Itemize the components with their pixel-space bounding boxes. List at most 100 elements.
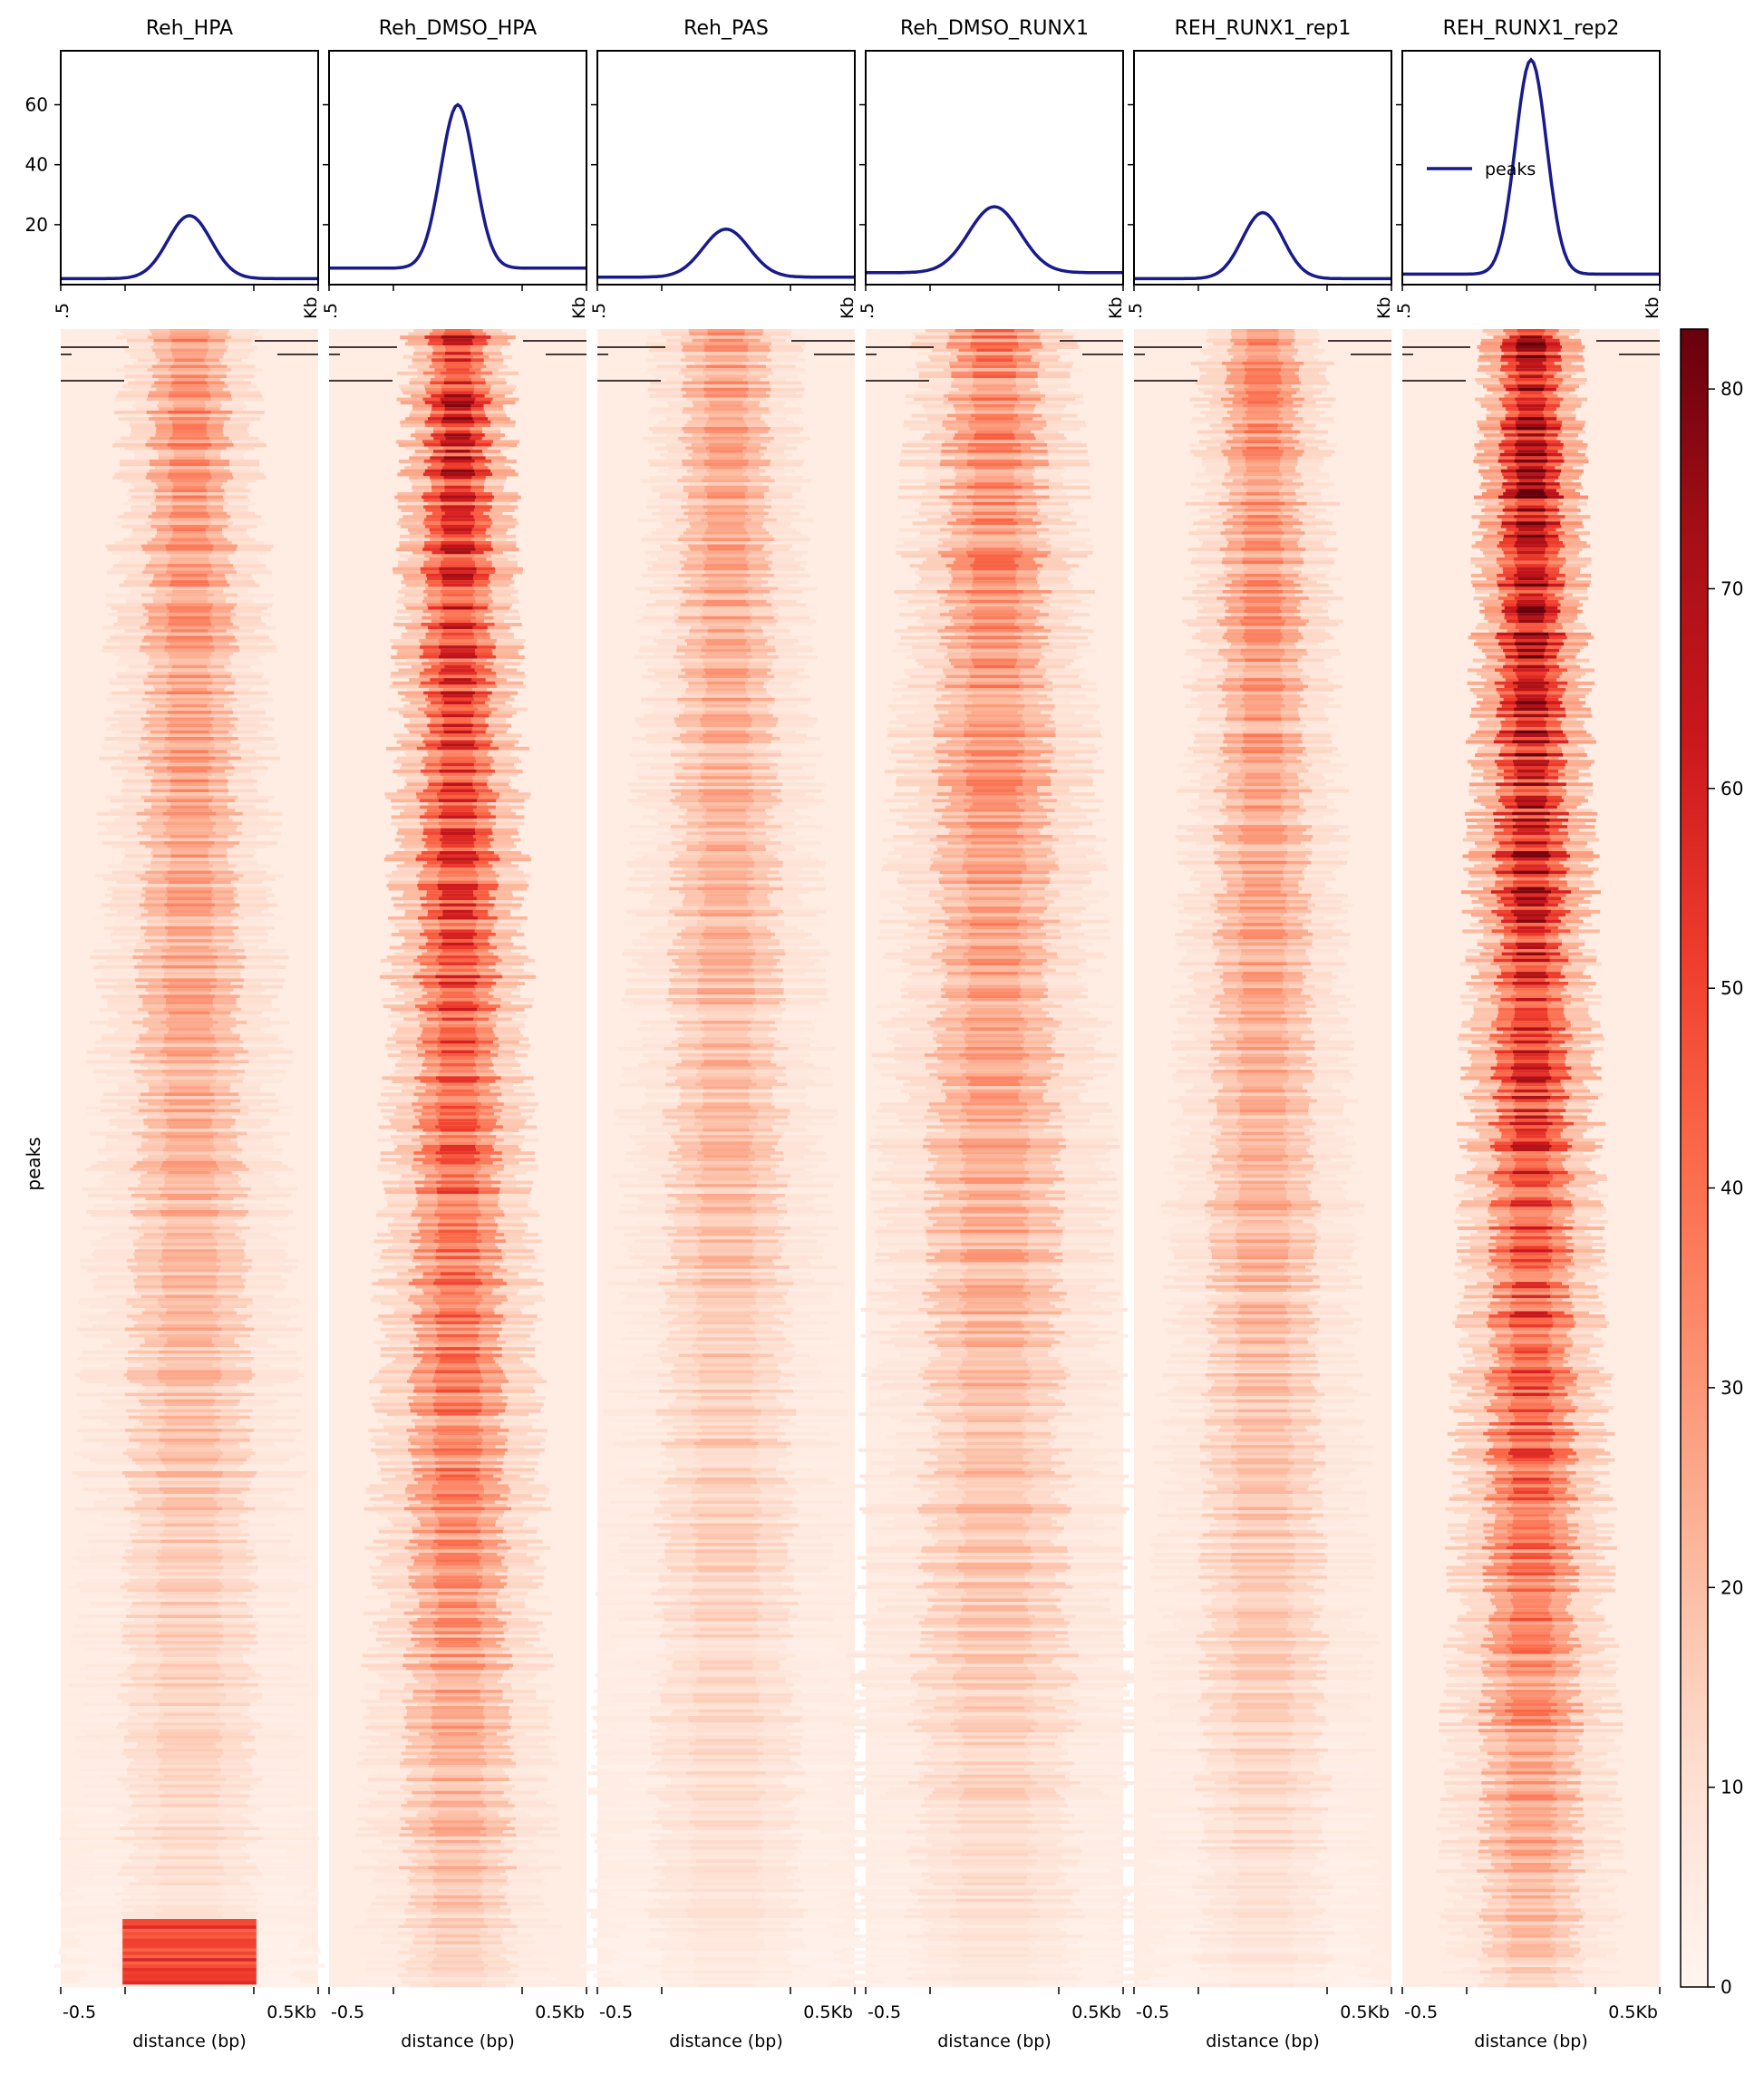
heatmap-row-core [438, 1553, 478, 1556]
heatmap-row-core [702, 1021, 751, 1025]
heatmap-row-core [444, 701, 471, 705]
heatmap-row-core [161, 1203, 218, 1207]
heatmap-row-core [434, 1138, 481, 1142]
heatmap-row-core [168, 1031, 211, 1034]
heatmap-row-core [444, 550, 471, 555]
heatmap-row-core [698, 1135, 754, 1139]
heatmap-row-core [170, 554, 209, 558]
heatmap-row-core [162, 1040, 217, 1044]
heatmap-row-core [163, 1275, 216, 1279]
heatmap-row-core [703, 1168, 749, 1172]
heatmap-row-core [161, 1255, 218, 1260]
heatmap-row-core [701, 1063, 751, 1067]
heatmap-row-core [160, 1676, 219, 1681]
heatmap-row-core [169, 982, 210, 985]
heatmap-row-core [166, 1311, 214, 1315]
heatmap-row-core [440, 1272, 476, 1276]
profile-frame [60, 50, 319, 286]
heatmap-row-core [702, 645, 751, 650]
heatmap-row-core [441, 711, 475, 715]
heatmap-row-core [160, 1578, 219, 1583]
heatmap-row-core [967, 443, 1022, 447]
heatmap-row-core [703, 760, 750, 764]
heatmap-row-core [171, 664, 208, 669]
heatmap-row-core [162, 1745, 217, 1749]
heatmap-row-core [438, 1023, 478, 1028]
heatmap-row-core [166, 1129, 213, 1132]
heatmap-row-core [691, 1373, 761, 1377]
heatmap-row-core [170, 858, 209, 862]
heatmap-row-core [435, 1347, 480, 1352]
heatmap-row-core [694, 1461, 758, 1466]
heatmap-row-core [439, 1464, 477, 1468]
heatmap-row-core [442, 753, 473, 757]
heatmap-row-core [437, 955, 479, 960]
heatmap-row-core [694, 1800, 758, 1805]
heatmap-row-core [698, 1637, 754, 1642]
heatmap-row-core [703, 694, 749, 699]
profile-line [597, 228, 855, 279]
heatmap-row-core [158, 1771, 221, 1776]
heatmap-row-core [154, 1869, 225, 1874]
heatmap-row-core [439, 1080, 477, 1083]
heatmap-row-core [167, 1386, 212, 1391]
heatmap-row-core [434, 1556, 481, 1560]
heatmap-row-core [160, 1484, 219, 1488]
heatmap-row-core [167, 476, 212, 480]
heatmap-row-core [169, 701, 210, 705]
heatmap-row-core [441, 391, 474, 395]
heatmap-row-core [445, 427, 470, 431]
heatmap-row-core [165, 697, 214, 702]
heatmap-row-core [441, 965, 474, 969]
heatmap-row-core [698, 1895, 754, 1899]
heatmap-row-core [692, 1918, 761, 1923]
heatmap-row-core [170, 838, 209, 842]
heatmap-row-core [170, 786, 209, 790]
heatmap-row-core [435, 1794, 480, 1798]
heatmap-row-core [169, 1086, 210, 1090]
heatmap-row-core [436, 1321, 480, 1325]
heatmap-row-core [438, 945, 478, 950]
heatmap-row-core [969, 655, 1020, 659]
profile-frame [596, 50, 856, 286]
heatmap-row-core [709, 403, 743, 408]
heatmap-row-core [706, 364, 746, 369]
heatmap-row-core [158, 1667, 221, 1671]
heatmap-row-core [704, 407, 748, 412]
heatmap-row-core [699, 974, 753, 979]
heatmap-row-core [438, 916, 478, 920]
xtick-label: 0.5Kb [535, 2002, 585, 2022]
heatmap-row-core [165, 958, 214, 963]
heatmap-row-core [441, 505, 475, 509]
heatmap-row-core [973, 501, 1016, 506]
heatmap-row-core [167, 890, 212, 895]
heatmap-blob-row [122, 1964, 257, 1969]
heatmap-row-core [155, 1839, 224, 1844]
heatmap-row-core [692, 1902, 761, 1906]
heatmap-row-core [974, 489, 1014, 493]
heatmap-row-core [169, 753, 210, 757]
heatmap-row-core [442, 835, 473, 838]
heatmap-row-core [168, 335, 210, 340]
heatmap-row-core [438, 707, 478, 712]
heatmap-row-core [162, 1686, 217, 1691]
heatmap-row-core [968, 401, 1021, 405]
heatmap-row-core [169, 417, 210, 422]
heatmap-row-core [170, 364, 208, 369]
heatmap-row-core [693, 1634, 760, 1638]
heatmap-row-core [168, 1066, 211, 1071]
heatmap-row-core [434, 1168, 481, 1172]
heatmap-row-core [440, 1474, 476, 1478]
heatmap-row-core [439, 1304, 477, 1309]
heatmap-row-core [687, 1765, 765, 1769]
heatmap-row-core [159, 1702, 220, 1707]
heatmap-row-core [441, 890, 473, 895]
heatmap-row-core [429, 1804, 487, 1808]
heatmap-row-core [445, 348, 470, 353]
heatmap-row-core [437, 854, 479, 858]
heatmap-row-core [695, 1301, 757, 1305]
heatmap-row-core [693, 1631, 759, 1635]
heatmap-row-core [440, 994, 476, 999]
heatmap-row-core [702, 1105, 751, 1110]
